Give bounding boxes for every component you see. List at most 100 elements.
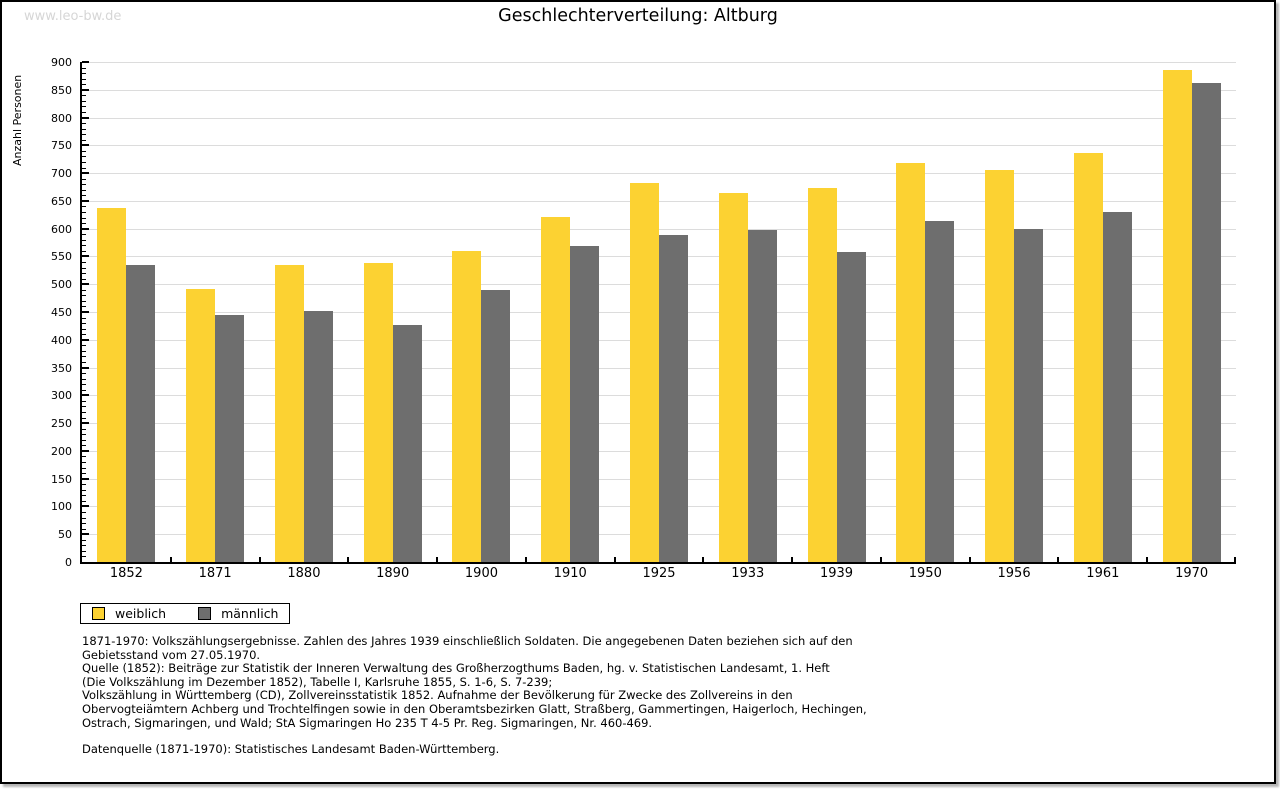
y-minor-tick-110 [82, 500, 86, 502]
y-tick-700 [82, 172, 89, 175]
y-minor-tick-670 [82, 189, 86, 191]
x-tick-label-1880: 1880 [287, 566, 321, 581]
y-tick-800 [82, 116, 89, 119]
y-tick-50 [82, 533, 89, 536]
x-tick-label-1925: 1925 [642, 566, 676, 581]
y-minor-tick-440 [82, 317, 86, 319]
y-tick-150 [82, 477, 89, 480]
legend-item-weiblich: weiblich [92, 606, 166, 621]
y-tick-label-300: 300 [51, 389, 72, 403]
y-minor-tick-630 [82, 212, 86, 213]
bar-weiblich-1871 [186, 289, 216, 562]
x-tick-label-1933: 1933 [731, 566, 765, 581]
x-group-tick-3 [347, 557, 350, 562]
y-tick-label-350: 350 [51, 361, 72, 375]
bar-weiblich-1933 [718, 193, 748, 562]
footnote-line: Quelle (1852): Beiträge zur Statistik de… [82, 661, 830, 676]
y-minor-tick-120 [82, 495, 86, 497]
bar-weiblich-1910 [541, 217, 571, 562]
bar-maennlich-1871 [215, 315, 245, 562]
bar-maennlich-1890 [392, 324, 422, 562]
bar-maennlich-1961 [1102, 212, 1132, 562]
bar-weiblich-1939 [807, 188, 837, 562]
x-group-tick-10 [968, 557, 971, 562]
bar-maennlich-1950 [925, 221, 955, 562]
y-tick-850 [82, 88, 89, 91]
bar-weiblich-1880 [274, 265, 304, 562]
y-minor-tick-420 [82, 328, 86, 330]
bar-weiblich-1970 [1162, 69, 1192, 562]
legend-label-weiblich: weiblich [115, 606, 167, 621]
y-minor-tick-520 [82, 273, 86, 275]
watermark: www.leo-bw.de [24, 9, 122, 24]
y-minor-tick-180 [82, 462, 86, 463]
x-tick-label-1939: 1939 [819, 566, 854, 581]
x-tick-label-1956: 1956 [997, 566, 1031, 581]
y-minor-tick-130 [82, 489, 86, 491]
gridline-700 [82, 173, 1236, 175]
y-minor-tick-760 [82, 139, 86, 141]
y-tick-label-500: 500 [51, 278, 72, 292]
bar-maennlich-1956 [1014, 229, 1044, 562]
y-minor-tick-210 [82, 445, 86, 447]
x-group-tick-6 [613, 557, 616, 562]
footnote-line: Ostrach, Sigmaringen, und Wald; StA Sigm… [82, 715, 653, 730]
y-tick-label-550: 550 [51, 250, 72, 264]
y-minor-tick-190 [82, 456, 86, 458]
x-group-tick-9 [879, 557, 882, 562]
y-minor-tick-690 [82, 178, 86, 180]
footnote-line: Obervogteiämtern Achberg und Trochtelfin… [82, 701, 867, 716]
y-minor-tick-280 [82, 406, 86, 408]
y-minor-tick-320 [82, 384, 86, 386]
bar-weiblich-1900 [452, 251, 482, 562]
x-group-tick-4 [436, 557, 439, 562]
y-tick-label-100: 100 [51, 500, 72, 514]
y-minor-tick-170 [82, 467, 86, 469]
gridline-600 [82, 228, 1236, 230]
footnote-line: Gebietsstand vom 27.05.1970. [82, 647, 261, 662]
y-minor-tick-380 [82, 350, 86, 352]
y-minor-tick-160 [82, 473, 86, 475]
y-tick-500 [82, 283, 89, 286]
x-group-tick-8 [791, 557, 794, 562]
y-minor-tick-240 [82, 428, 86, 430]
y-tick-300 [82, 394, 89, 397]
y-minor-tick-330 [82, 378, 86, 380]
y-tick-label-800: 800 [51, 111, 72, 125]
y-tick-600 [82, 227, 89, 230]
gridline-750 [82, 145, 1236, 147]
gridline-850 [82, 89, 1236, 91]
y-minor-tick-510 [82, 278, 86, 280]
bar-maennlich-1900 [481, 290, 511, 562]
y-minor-tick-340 [82, 373, 86, 375]
x-tick-label-1950: 1950 [908, 566, 942, 581]
gridline-650 [82, 200, 1236, 202]
y-tick-label-50: 50 [58, 528, 72, 542]
y-minor-tick-370 [82, 356, 86, 358]
y-tick-200 [82, 449, 89, 452]
y-minor-tick-10 [82, 556, 86, 558]
y-minor-tick-820 [82, 106, 86, 108]
y-minor-tick-810 [82, 112, 86, 113]
bar-maennlich-1880 [303, 311, 333, 562]
legend: weiblich männlich [80, 603, 291, 624]
y-minor-tick-80 [82, 517, 86, 519]
y-tick-350 [82, 366, 89, 369]
maennlich-swatch [198, 607, 212, 620]
x-group-tick-5 [524, 557, 527, 562]
legend-label-maennlich: männlich [221, 606, 279, 621]
y-minor-tick-470 [82, 300, 86, 302]
y-tick-label-250: 250 [51, 417, 72, 431]
y-minor-tick-480 [82, 295, 86, 297]
y-minor-tick-310 [82, 389, 86, 391]
y-minor-tick-730 [82, 156, 86, 158]
bar-weiblich-1956 [985, 169, 1015, 562]
y-minor-tick-660 [82, 195, 86, 197]
y-minor-tick-260 [82, 417, 86, 419]
x-tick-label-1871: 1871 [198, 566, 232, 581]
y-minor-tick-570 [82, 245, 86, 247]
y-tick-900 [82, 61, 89, 63]
y-minor-tick-230 [82, 434, 86, 436]
y-minor-tick-790 [82, 123, 86, 125]
y-minor-tick-140 [82, 484, 86, 486]
